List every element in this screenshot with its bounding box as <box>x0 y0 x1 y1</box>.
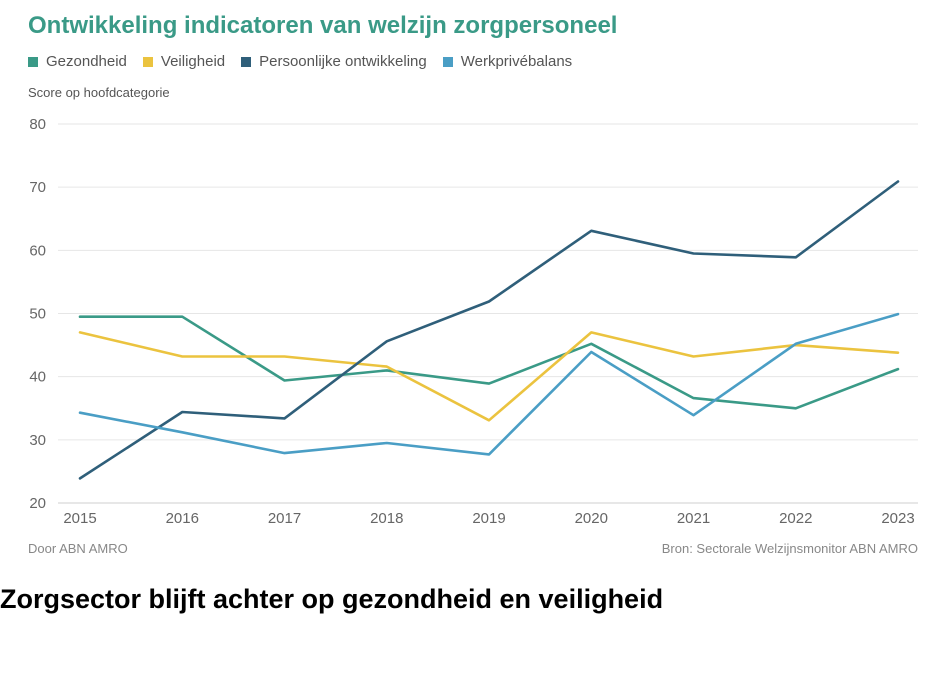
x-tick-label-2019: 2019 <box>472 510 505 527</box>
y-tick-label-40: 40 <box>29 369 46 386</box>
series-line-gezondheid <box>78 315 900 410</box>
series-line-werkprivebalans <box>78 312 900 456</box>
y-tick-label-60: 60 <box>29 242 46 259</box>
x-tick-label-2023: 2023 <box>881 510 914 527</box>
y-tick-label-80: 80 <box>29 116 46 133</box>
legend-label-werkprivebalans: Werkprivébalans <box>460 53 573 70</box>
x-tick-label-2017: 2017 <box>268 510 301 527</box>
series-line-persoonlijke-ontwikkeling <box>78 180 900 480</box>
y-tick-label-20: 20 <box>29 495 46 512</box>
legend-swatch-werkprivebalans <box>442 56 453 67</box>
y-tick-label-50: 50 <box>29 306 46 323</box>
headline: Zorgsector blijft achter op gezondheid e… <box>0 584 664 614</box>
y-tick-label-30: 30 <box>29 432 46 449</box>
legend-swatch-persoonlijke-ontwikkeling <box>241 56 252 67</box>
legend-item-gezondheid: Gezondheid <box>28 53 127 70</box>
x-tick-label-2021: 2021 <box>677 510 710 527</box>
legend-item-werkprivebalans: Werkprivébalans <box>442 53 573 70</box>
x-tick-label-2020: 2020 <box>575 510 608 527</box>
legend-label-persoonlijke-ontwikkeling: Persoonlijke ontwikkeling <box>259 53 427 70</box>
legend-item-veiligheid: Veiligheid <box>142 53 226 70</box>
x-tick-label-2022: 2022 <box>779 510 812 527</box>
x-tick-label-2018: 2018 <box>370 510 403 527</box>
y-axis-label: Score op hoofdcategorie <box>28 85 170 100</box>
x-tick-label-2016: 2016 <box>166 510 199 527</box>
footer-author: Door ABN AMRO <box>28 541 128 556</box>
legend-swatch-gezondheid <box>28 56 38 67</box>
footer-source: Bron: Sectorale Welzijnsmonitor ABN AMRO <box>661 541 918 556</box>
legend-label-veiligheid: Veiligheid <box>160 53 226 70</box>
series-line-veiligheid <box>78 331 900 422</box>
line-chart: 20 30 40 50 60 70 80 2015 2016 2017 2018 2019 2020 20… <box>29 116 918 527</box>
legend-item-persoonlijke-ontwikkeling: Persoonlijke ontwikkeling <box>241 53 427 70</box>
y-tick-label-70: 70 <box>29 179 46 196</box>
x-tick-label-2015: 2015 <box>63 510 96 527</box>
chart-legend: Gezondheid Veiligheid Persoonlijke ontwi… <box>28 53 572 70</box>
chart-title: Ontwikkeling indicatoren van welzijn zor… <box>28 12 618 39</box>
legend-swatch-veiligheid <box>142 56 153 67</box>
legend-label-gezondheid: Gezondheid <box>46 53 127 70</box>
